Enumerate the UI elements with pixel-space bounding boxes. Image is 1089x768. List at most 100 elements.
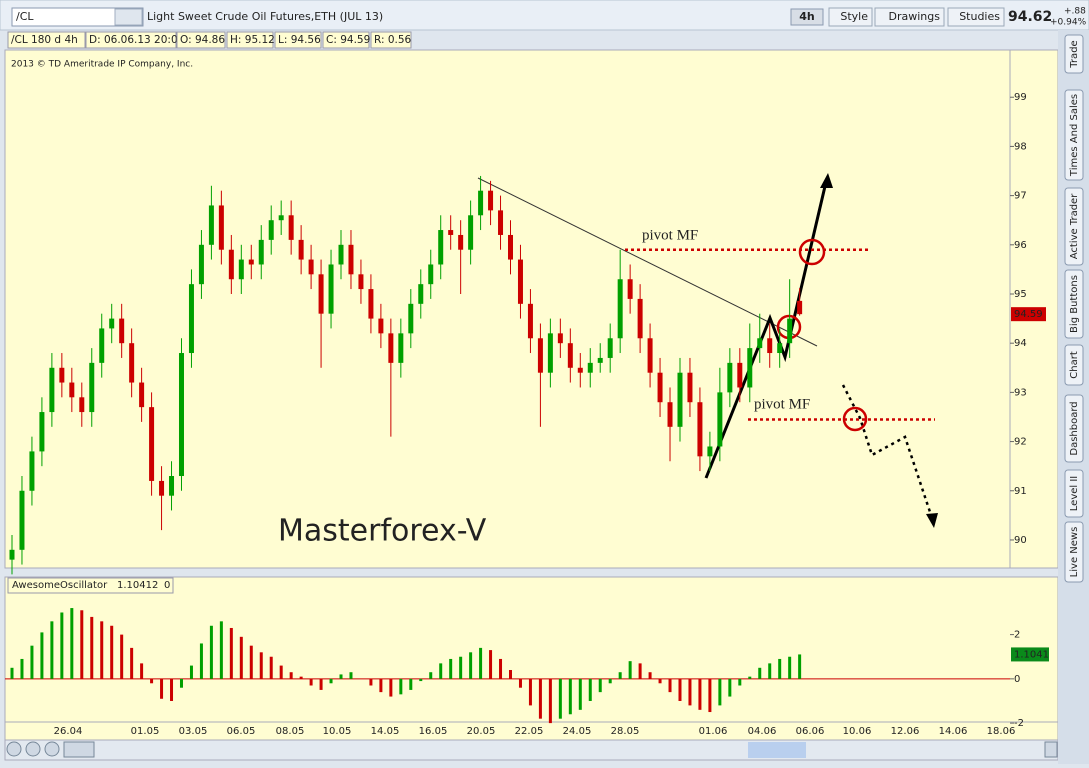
- candle-body: [258, 239, 264, 265]
- oscillator-bar: [768, 663, 772, 679]
- side-tab-label[interactable]: Active Trader: [1069, 193, 1080, 259]
- zoom-buttons: [6, 741, 1058, 758]
- side-tab-label[interactable]: Times And Sales: [1069, 94, 1080, 177]
- button-label[interactable]: Drawings: [889, 10, 941, 23]
- candle-body: [567, 343, 573, 368]
- button-label[interactable]: Studies: [959, 10, 1000, 23]
- oscillator-bar: [209, 625, 213, 679]
- candle-body: [557, 333, 563, 344]
- x-tick-label: 22.05: [515, 726, 544, 737]
- side-tab-label[interactable]: Chart: [1069, 351, 1080, 379]
- watermark: Masterforex-V: [278, 514, 487, 549]
- zoom-button[interactable]: [44, 741, 60, 757]
- scroll-button[interactable]: [1044, 741, 1058, 758]
- candle-body: [119, 318, 125, 344]
- study-value: 1.10412: [117, 580, 158, 591]
- x-tick-label: 28.05: [611, 726, 640, 737]
- oscillator-bar: [130, 647, 134, 679]
- oscillator-bar: [748, 676, 752, 679]
- side-tab[interactable]: [1064, 34, 1084, 74]
- info-cell: [322, 31, 370, 49]
- oscillator-bar: [459, 656, 463, 679]
- button[interactable]: [947, 7, 1005, 27]
- oscillator-bar: [10, 667, 14, 679]
- info-text: L: 94.56: [278, 34, 321, 46]
- side-tab[interactable]: [1064, 269, 1084, 339]
- oscillator-bar: [259, 652, 263, 679]
- side-tab-label[interactable]: Dashboard: [1069, 401, 1080, 455]
- oscillator-bar: [299, 676, 303, 679]
- oscillator-bar: [110, 625, 114, 679]
- symbol-input[interactable]: [11, 7, 144, 27]
- oscillator-bar: [518, 678, 522, 688]
- x-tick-label: 20.05: [467, 726, 496, 737]
- oscillator-bar: [170, 678, 174, 701]
- zoom-button[interactable]: [6, 741, 22, 757]
- trendline: [477, 177, 818, 347]
- button[interactable]: [874, 7, 945, 27]
- zoom-button[interactable]: [63, 741, 95, 758]
- aggregation[interactable]: 4h: [799, 10, 815, 23]
- y-tick-label: 95: [1014, 289, 1027, 300]
- candle-body: [308, 259, 314, 275]
- side-tab[interactable]: [1064, 344, 1084, 386]
- oscillator-bar: [189, 665, 193, 679]
- zoom-button[interactable]: [25, 741, 41, 757]
- side-tab-label[interactable]: Big Buttons: [1069, 275, 1080, 333]
- side-tab[interactable]: [1064, 394, 1084, 463]
- y-tick-label: -2: [1014, 718, 1024, 729]
- candle-body: [19, 490, 25, 550]
- symbol-dropdown[interactable]: [114, 8, 143, 26]
- oscillator-bar: [160, 678, 164, 699]
- candle-body: [657, 372, 663, 403]
- oscillator-bar: [728, 678, 732, 697]
- candle-body: [348, 244, 354, 275]
- candle-body: [89, 362, 95, 413]
- button-label[interactable]: Style: [840, 10, 868, 23]
- oscillator-bar: [419, 678, 423, 682]
- oscillator-bar: [648, 672, 652, 679]
- scrollbar[interactable]: [4, 739, 1059, 761]
- candle-body: [448, 230, 454, 235]
- oscillator-bar: [229, 627, 233, 679]
- candle-body: [498, 210, 504, 235]
- price-tag: [1011, 307, 1046, 322]
- candle-body: [159, 480, 165, 496]
- candle-body: [59, 367, 65, 383]
- scroll-thumb[interactable]: [748, 742, 806, 758]
- side-tab[interactable]: [1064, 469, 1084, 518]
- side-tab[interactable]: [1064, 521, 1084, 583]
- oscillator-bar: [399, 678, 403, 695]
- x-tick-label: 18.06: [987, 726, 1016, 737]
- x-tick-label: 01.05: [131, 726, 160, 737]
- candle-body: [268, 220, 274, 240]
- candle-body: [517, 259, 523, 304]
- candle-body: [328, 264, 334, 314]
- info-cell: [226, 31, 274, 49]
- button[interactable]: [790, 8, 824, 26]
- oscillator-bar: [409, 678, 413, 690]
- oscillator-bar: [479, 647, 483, 679]
- side-tab[interactable]: [1064, 187, 1084, 266]
- side-tab-label[interactable]: Live News: [1069, 527, 1080, 578]
- x-tick-label: 14.05: [371, 726, 400, 737]
- candle-body: [787, 318, 793, 344]
- candle-body: [69, 382, 75, 398]
- side-tab[interactable]: [1064, 89, 1084, 181]
- info-text: C: 94.59: [326, 34, 370, 46]
- side-tab-label[interactable]: Trade: [1069, 40, 1080, 68]
- symbol[interactable]: /CL: [16, 10, 34, 23]
- oscillator-bar: [638, 663, 642, 679]
- x-tick-label: 06.06: [796, 726, 825, 737]
- oscillator-bar: [469, 652, 473, 679]
- oscillator-bar: [678, 678, 682, 701]
- button[interactable]: [828, 7, 873, 27]
- side-tab-label[interactable]: Level II: [1069, 476, 1080, 511]
- candle-body: [627, 279, 633, 299]
- oscillator-bar: [578, 678, 582, 710]
- candle-body: [508, 234, 513, 260]
- candle-body: [149, 407, 155, 481]
- y-tick-label: 91: [1014, 486, 1027, 497]
- pivot-label: pivot MF: [642, 227, 698, 243]
- candle-body: [9, 549, 15, 560]
